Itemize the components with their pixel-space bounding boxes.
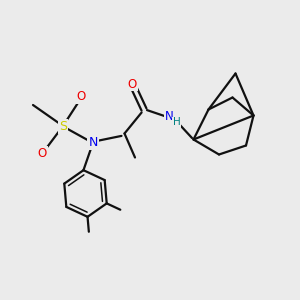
Text: O: O xyxy=(38,147,46,160)
Text: O: O xyxy=(76,90,85,104)
Text: N: N xyxy=(88,136,98,149)
Text: N: N xyxy=(165,110,174,124)
Text: H: H xyxy=(172,117,180,128)
Text: O: O xyxy=(128,77,136,91)
Text: S: S xyxy=(59,119,67,133)
